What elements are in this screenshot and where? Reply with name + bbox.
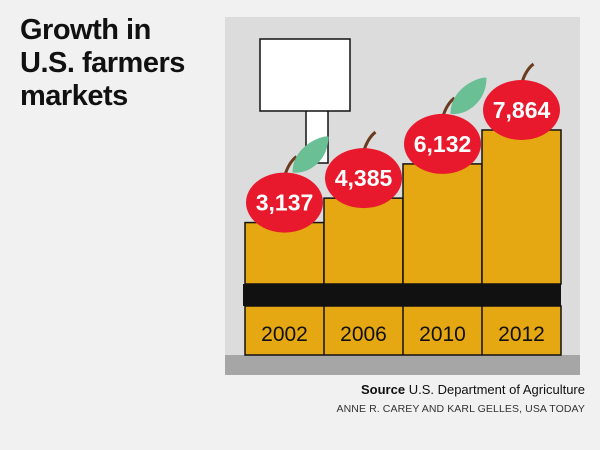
crate-rail [243,284,561,306]
year-labels: 2002 2006 2010 2012 [244,305,562,356]
value-label-2010: 6,132 [414,131,472,157]
bars-group: 3,137 4,385 6,132 7,864 [244,62,562,285]
value-label-2012: 7,864 [493,97,551,123]
source-note: Source U.S. Department of Agriculture [345,382,585,397]
apple-leaf-2002 [292,136,329,173]
farmers-market-chart: 3,137 4,385 6,132 7,864 2002 2006 2010 2012 [225,17,580,375]
chart-title: Growth in U.S. farmers markets [20,14,220,113]
bar-2012 [481,129,562,285]
year-label-2010: 2010 [419,323,466,346]
sign-board [259,38,351,112]
value-label-2002: 3,137 [256,190,314,216]
credit-line: ANNE R. CAREY AND KARL GELLES, USA TODAY [336,403,585,415]
apple-2010 [404,113,481,174]
apple-2002 [246,172,323,233]
value-label-2006: 4,385 [335,165,393,191]
bar-2006 [323,197,404,285]
title-line-2: U.S. farmers [20,47,185,79]
floor-strip [225,355,580,375]
bar-2010 [402,163,483,285]
title-line-3: markets [20,80,128,112]
source-label: Source [360,382,406,397]
year-label-2012: 2012 [498,323,545,346]
year-label-2002: 2002 [261,323,308,346]
apple-2012 [483,80,560,140]
year-label-2006: 2006 [340,323,387,346]
source-text: U.S. Department of Agriculture [408,382,585,397]
title-line-1: Growth in [20,14,151,46]
apple-leaf-2010 [450,77,487,115]
apple-2006 [325,148,402,209]
